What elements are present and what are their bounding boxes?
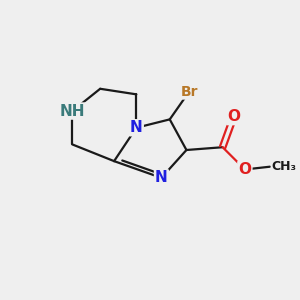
Text: O: O	[227, 109, 240, 124]
Text: O: O	[238, 162, 251, 177]
Text: Br: Br	[181, 85, 198, 99]
Text: CH₃: CH₃	[271, 160, 296, 173]
Text: NH: NH	[60, 103, 85, 118]
Text: N: N	[130, 120, 143, 135]
Text: N: N	[155, 170, 168, 185]
